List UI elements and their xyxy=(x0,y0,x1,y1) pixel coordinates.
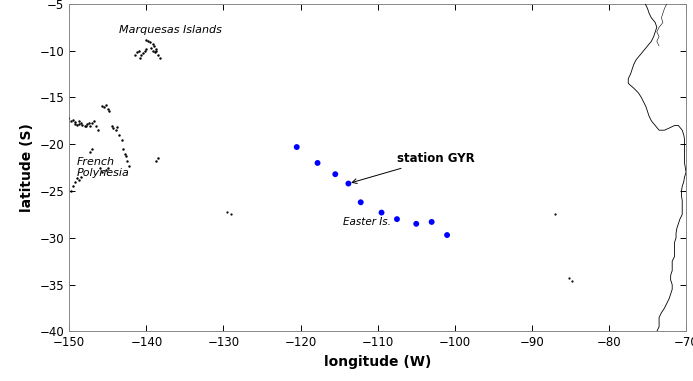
Text: Easter Is.: Easter Is. xyxy=(343,217,391,227)
Text: French
Polynesia: French Polynesia xyxy=(77,157,130,178)
Point xyxy=(343,181,354,187)
Point xyxy=(376,210,387,216)
Text: station GYR: station GYR xyxy=(352,152,475,183)
Point xyxy=(392,216,403,222)
Point xyxy=(291,144,302,150)
Text: Marquesas Islands: Marquesas Islands xyxy=(119,25,222,35)
Point xyxy=(312,160,323,166)
Point xyxy=(441,232,453,238)
Y-axis label: latitude (S): latitude (S) xyxy=(20,123,34,212)
X-axis label: longitude (W): longitude (W) xyxy=(324,355,431,369)
Point xyxy=(426,219,437,225)
Point xyxy=(411,221,422,227)
Point xyxy=(330,171,341,177)
Point xyxy=(356,199,367,205)
